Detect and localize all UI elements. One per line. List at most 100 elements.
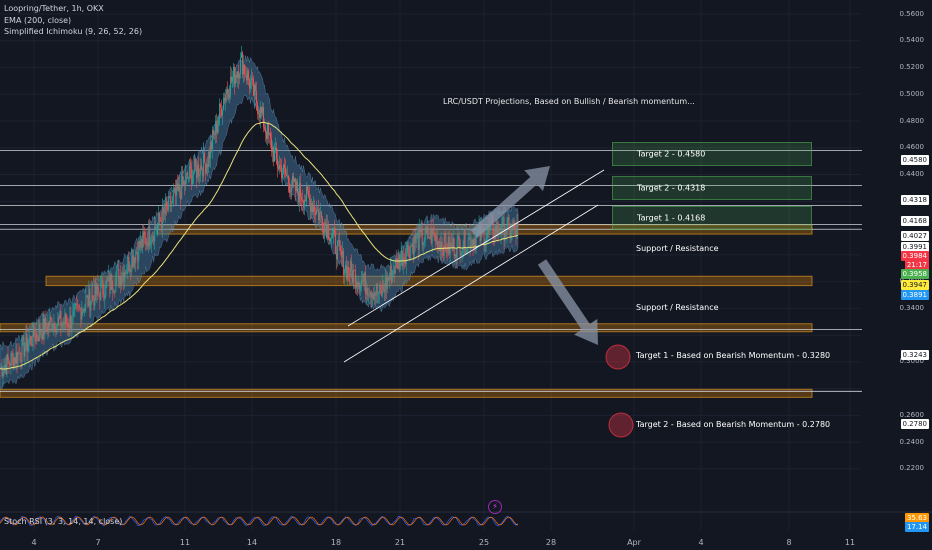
candle-body bbox=[406, 244, 408, 253]
candle-body bbox=[510, 233, 512, 237]
candle-body bbox=[289, 182, 290, 192]
indicator-badge-icon[interactable]: ⚡ bbox=[488, 500, 502, 514]
chart-legend: Loopring/Tether, 1h, OKX EMA (200, close… bbox=[4, 3, 142, 38]
candle-body bbox=[382, 284, 384, 290]
candle-body bbox=[448, 236, 450, 255]
candle-body bbox=[493, 237, 495, 239]
candle-body bbox=[334, 233, 336, 254]
bear-target-2-label: Target 2 - Based on Bearish Momentum - 0… bbox=[636, 420, 831, 429]
stoch-rsi-label[interactable]: Stoch RSI (3, 3, 14, 14, close) bbox=[4, 517, 123, 526]
candle-body bbox=[154, 226, 156, 242]
target-box-04168: Target 1 - 0.4168 bbox=[612, 206, 812, 230]
candle-body bbox=[354, 270, 356, 288]
candle-body bbox=[37, 337, 39, 341]
candle-body bbox=[34, 337, 36, 342]
candle-body bbox=[284, 164, 285, 169]
candle-body bbox=[353, 270, 355, 271]
candle-body bbox=[29, 336, 31, 341]
candle-body bbox=[374, 292, 376, 296]
candle-body bbox=[483, 229, 485, 247]
candle-body bbox=[467, 239, 469, 248]
candle-body bbox=[454, 254, 456, 256]
candle-body bbox=[74, 303, 76, 308]
candle-body bbox=[294, 178, 295, 182]
candle-body bbox=[249, 79, 251, 89]
candle-body bbox=[332, 229, 334, 234]
candle-body bbox=[243, 64, 245, 75]
candle-body bbox=[316, 209, 318, 211]
candle-body bbox=[40, 333, 42, 335]
candle-body bbox=[419, 228, 421, 233]
candle-body bbox=[311, 203, 313, 213]
bear-target-2-circle bbox=[608, 412, 634, 438]
candle-body bbox=[156, 229, 158, 230]
candle-body bbox=[63, 321, 65, 324]
candle-body bbox=[78, 305, 80, 307]
candle-body bbox=[362, 280, 364, 282]
candle-body bbox=[153, 235, 155, 242]
bearish-arrow-icon-shape bbox=[537, 259, 599, 346]
candle-body bbox=[168, 196, 170, 211]
candle-body bbox=[515, 228, 517, 236]
candle-body bbox=[67, 323, 69, 328]
candle-body bbox=[341, 251, 343, 258]
candle-body bbox=[0, 366, 2, 369]
candle-body bbox=[106, 281, 108, 282]
candle-body bbox=[307, 186, 308, 192]
candle-body bbox=[114, 290, 116, 292]
candle-body bbox=[511, 224, 513, 234]
candle-body bbox=[136, 252, 138, 254]
candle-body bbox=[437, 241, 439, 249]
candle-body bbox=[131, 255, 133, 272]
candle-body bbox=[35, 332, 37, 342]
time-axis-label: 11 bbox=[844, 538, 856, 547]
candle-body bbox=[435, 235, 437, 242]
candle-body bbox=[43, 318, 45, 335]
candle-body bbox=[366, 288, 368, 296]
candle-body bbox=[386, 277, 388, 289]
candle-body bbox=[363, 272, 365, 282]
candle-body bbox=[121, 278, 123, 286]
time-axis-label: 7 bbox=[95, 538, 101, 547]
zone-label-lower: Support / Resistance bbox=[636, 303, 719, 312]
candle-body bbox=[14, 357, 16, 364]
symbol-title[interactable]: Loopring/Tether, 1h, OKX bbox=[4, 4, 104, 13]
candle-body bbox=[517, 223, 519, 225]
candle-body bbox=[117, 269, 119, 271]
candle-body bbox=[187, 172, 189, 179]
candle-body bbox=[72, 310, 74, 325]
candle-body bbox=[471, 239, 473, 246]
candle-body bbox=[423, 240, 425, 243]
candle-body bbox=[464, 230, 466, 254]
candle-body bbox=[157, 223, 159, 230]
candle-body bbox=[188, 177, 190, 179]
candle-body bbox=[218, 119, 220, 125]
candle-body bbox=[205, 162, 207, 174]
candle-body bbox=[345, 265, 347, 280]
candle-body bbox=[389, 266, 391, 278]
candle-body bbox=[10, 353, 12, 367]
candle-body bbox=[105, 281, 107, 296]
candle-body bbox=[505, 233, 507, 234]
candle-body bbox=[159, 213, 161, 221]
ema-indicator-label[interactable]: EMA (200, close) bbox=[4, 15, 72, 25]
candle-body bbox=[145, 237, 147, 245]
candle-body bbox=[337, 240, 339, 242]
candle-body bbox=[414, 234, 416, 243]
candle-body bbox=[460, 255, 462, 256]
candle-body bbox=[69, 314, 71, 329]
candle-body bbox=[163, 207, 165, 212]
candle-body bbox=[190, 165, 192, 169]
price-axis-label: 0.2200 bbox=[899, 464, 925, 473]
candle-body bbox=[400, 250, 402, 260]
candle-body bbox=[506, 221, 508, 234]
candle-body bbox=[148, 226, 150, 248]
candle-body bbox=[298, 192, 299, 202]
candle-body bbox=[424, 227, 426, 241]
price-tag: 0.3991 bbox=[900, 242, 929, 252]
candle-body bbox=[217, 124, 219, 133]
candle-body bbox=[87, 295, 89, 307]
ichimoku-indicator-label[interactable]: Simplified Ichimoku (9, 26, 52, 26) bbox=[4, 27, 143, 36]
candle-body bbox=[257, 103, 259, 114]
